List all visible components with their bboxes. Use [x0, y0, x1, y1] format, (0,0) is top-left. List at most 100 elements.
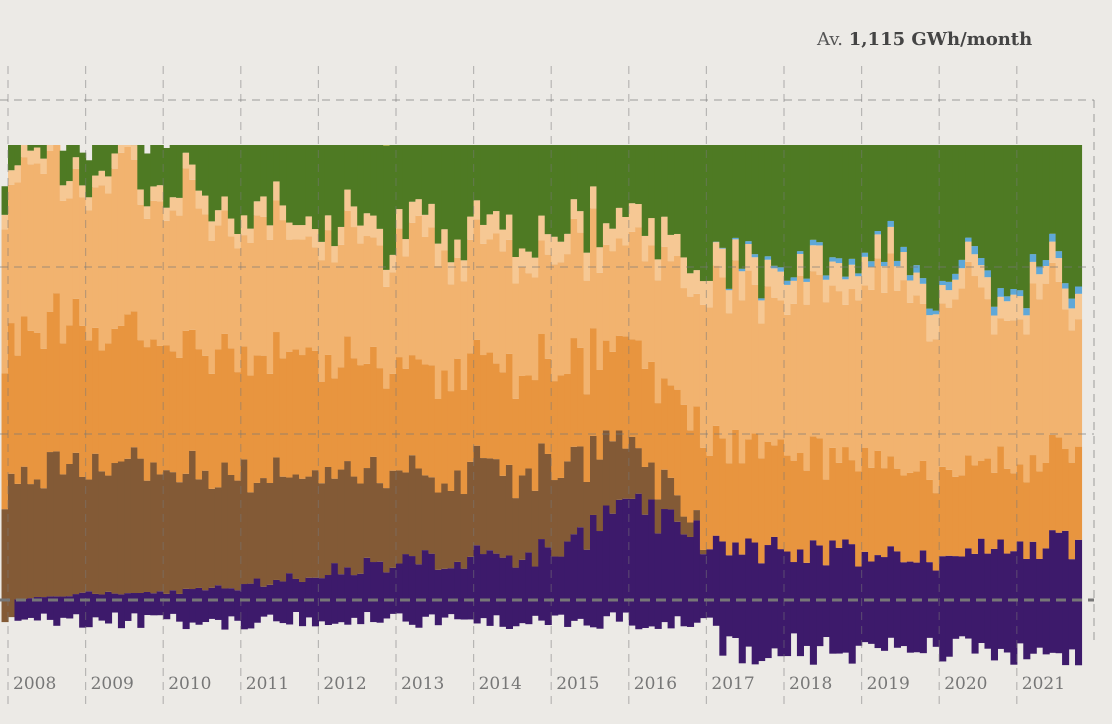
purple-segment	[1036, 558, 1044, 648]
dark-orange-segment	[1068, 462, 1076, 560]
dark-orange-segment	[1003, 468, 1011, 554]
peach-segment	[758, 300, 766, 324]
light-orange-segment	[751, 284, 759, 434]
green-segment	[14, 145, 22, 166]
green-segment	[227, 145, 235, 219]
dark-orange-segment	[318, 381, 326, 484]
green-segment	[357, 145, 365, 226]
purple-segment	[434, 569, 442, 626]
dark-orange-segment	[408, 355, 416, 456]
brown-segment	[137, 458, 145, 593]
green-segment	[551, 145, 559, 237]
light-orange-segment	[861, 285, 869, 448]
peach-segment	[926, 315, 934, 342]
purple-segment	[732, 542, 740, 638]
purple-segment	[305, 577, 313, 618]
dark-orange-segment	[687, 430, 695, 523]
peach-segment	[1016, 296, 1024, 320]
dark-orange-segment	[499, 372, 507, 476]
brown-segment	[699, 549, 707, 555]
light-orange-segment	[447, 284, 455, 392]
dark-orange-segment	[480, 355, 488, 459]
purple-segment	[842, 539, 850, 653]
brown-segment	[467, 461, 475, 557]
blue-segment	[719, 247, 727, 249]
light-orange-segment	[486, 239, 494, 353]
x-tick-label: 2017	[711, 674, 754, 694]
light-orange-segment	[150, 200, 158, 340]
purple-segment	[182, 588, 190, 630]
blue-segment	[829, 257, 837, 262]
light-orange-segment	[389, 272, 397, 374]
brown-segment	[486, 458, 494, 551]
purple-segment	[150, 593, 158, 616]
dark-orange-segment	[273, 332, 281, 458]
purple-segment	[292, 578, 300, 612]
peach-segment	[1, 214, 9, 230]
purple-segment	[105, 591, 113, 624]
green-segment	[997, 145, 1005, 289]
light-orange-segment	[874, 258, 882, 451]
peach-segment	[712, 242, 720, 266]
purple-segment	[809, 540, 817, 665]
light-orange-segment	[577, 232, 585, 348]
peach-segment	[939, 285, 947, 304]
peach-segment	[260, 196, 268, 217]
average-label: Av. 1,115 GWh/month	[817, 29, 1032, 50]
green-segment	[978, 145, 986, 259]
dark-orange-segment	[286, 351, 294, 478]
green-segment	[59, 150, 67, 186]
light-orange-segment	[156, 201, 164, 346]
purple-segment	[596, 531, 604, 629]
brown-segment	[454, 470, 462, 562]
dark-orange-segment	[344, 336, 352, 462]
purple-segment	[602, 505, 610, 617]
light-orange-segment	[816, 275, 824, 439]
light-orange-segment	[738, 300, 746, 464]
light-orange-segment	[1003, 320, 1011, 469]
green-segment	[467, 145, 475, 217]
dark-orange-segment	[796, 453, 804, 550]
peach-segment	[1068, 308, 1076, 331]
purple-segment	[227, 588, 235, 617]
x-axis-ticks: 2008 2009 2010 2011 2012 2013 2014 2015 2016 2017…	[7, 66, 1065, 710]
dark-orange-segment	[538, 334, 546, 444]
dark-orange-segment	[247, 375, 255, 493]
purple-segment	[738, 554, 746, 664]
purple-segment	[208, 587, 216, 619]
monthly-bars	[1, 145, 1083, 666]
dark-orange-segment	[551, 381, 559, 481]
purple-segment	[1062, 530, 1070, 666]
light-orange-segment	[247, 242, 255, 376]
light-orange-segment	[706, 307, 714, 456]
light-orange-segment	[337, 244, 345, 368]
light-orange-segment	[117, 152, 125, 326]
purple-segment	[92, 593, 100, 618]
blue-segment	[764, 256, 772, 260]
x-tick-label: 2012	[323, 674, 366, 694]
light-orange-segment	[868, 289, 876, 468]
purple-segment	[189, 589, 197, 623]
peach-segment	[402, 239, 410, 257]
peach-segment	[156, 185, 164, 202]
purple-segment	[46, 596, 54, 620]
green-segment	[105, 145, 113, 177]
dark-orange-segment	[648, 361, 656, 463]
purple-segment	[447, 568, 455, 615]
purple-segment	[699, 554, 707, 619]
dark-orange-segment	[253, 355, 261, 483]
green-segment	[557, 145, 565, 242]
blue-segment	[1023, 308, 1031, 316]
brown-segment	[105, 475, 113, 592]
purple-segment	[855, 566, 863, 646]
dark-orange-segment	[577, 347, 585, 447]
purple-segment	[1016, 541, 1024, 644]
light-orange-segment	[493, 233, 501, 364]
dark-orange-segment	[305, 347, 313, 477]
blue-segment	[725, 288, 733, 291]
brown-segment	[389, 470, 397, 568]
green-segment	[402, 145, 410, 240]
brown-segment	[648, 462, 656, 500]
peach-segment	[848, 264, 856, 290]
dark-orange-segment	[111, 328, 119, 464]
